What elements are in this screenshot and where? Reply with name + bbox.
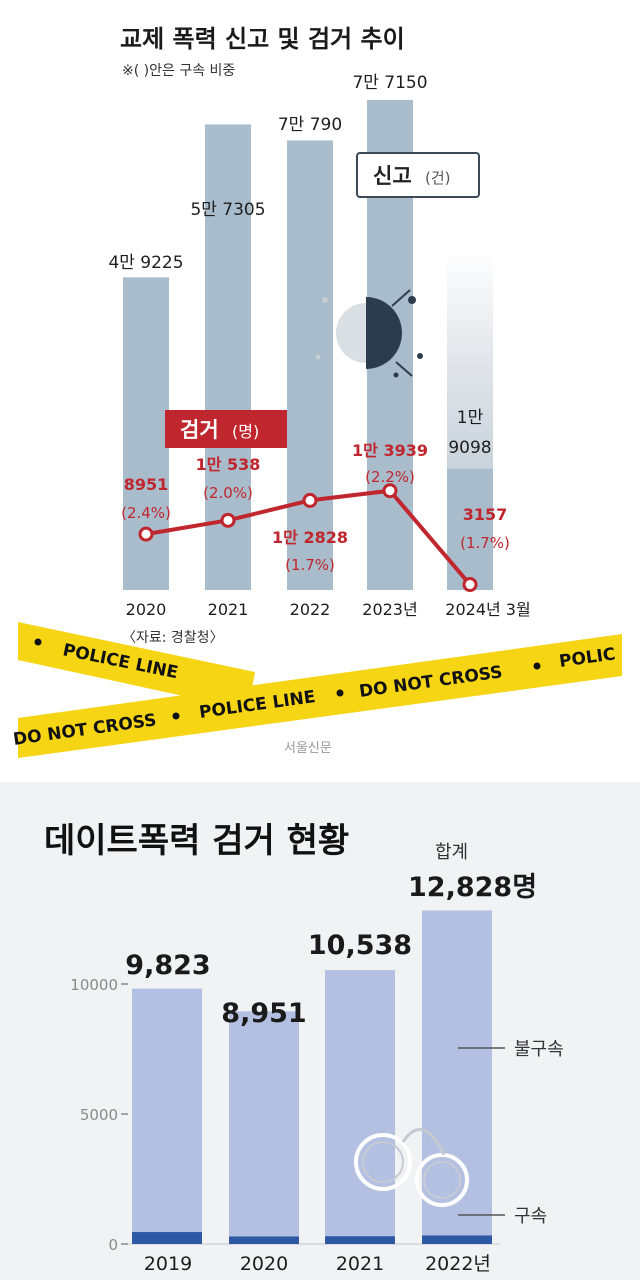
arrest-point — [462, 577, 478, 593]
arrest-pct-label: (1.7%) — [460, 534, 510, 552]
report-bar — [205, 124, 251, 591]
detained-bar — [132, 1232, 202, 1244]
x-tick-label: 2021 — [336, 1253, 384, 1275]
arrest-value-label: 3157 — [463, 505, 508, 524]
report-value-label: 1만 — [457, 408, 484, 428]
non-detained-bar — [422, 910, 492, 1236]
legend-report: 신고 (건) — [356, 152, 480, 198]
total-value-label: 10,538 — [308, 930, 412, 961]
x-tick-label: 2021 — [208, 600, 249, 619]
arrest-pct-label: (1.7%) — [285, 556, 335, 574]
chart2-total-caption: 합계 — [435, 842, 468, 863]
x-tick-label: 2019 — [144, 1253, 192, 1275]
legend-detained: 구속 — [458, 1206, 547, 1227]
legend-arrest-unit: (명) — [232, 422, 259, 441]
report-value-label: 9098 — [448, 438, 491, 458]
legend-report-box — [356, 152, 480, 198]
legend-arrest-label: 검거 — [180, 418, 219, 442]
y-tick-label: 5000 — [80, 1106, 118, 1124]
arrest-line — [138, 483, 478, 593]
legend-report-label: 신고 — [373, 164, 412, 188]
total-value-label: 8,951 — [221, 998, 306, 1029]
x-tick-label: 2023년 — [362, 600, 417, 619]
panel-divider — [0, 768, 640, 782]
report-value-label: 4만 9225 — [108, 253, 183, 273]
report-value-label: 7만 7150 — [352, 73, 427, 93]
arrest-pct-label: (2.0%) — [203, 484, 253, 502]
chart1-note: ※( )안은 구속 비중 — [122, 63, 235, 79]
x-tick-label: 2024년 3월 — [445, 600, 530, 619]
arrest-value-label: 1만 3939 — [352, 441, 428, 460]
legend-non-detained: 불구속 — [458, 1039, 564, 1060]
ink-splatter-icon — [315, 289, 423, 378]
arrest-point — [382, 483, 398, 499]
legend-arrest: 검거 (명) — [165, 410, 287, 448]
chart2-bars: 9,823 8,951 10,538 12,828명 2019 2020 2021 2022년 — [125, 872, 537, 1275]
arrest-value-label: 8951 — [124, 475, 169, 494]
chart1-labels: 4만 9225 5만 7305 7만 790 7만 7150 1만 9098 8951 (2.… — [108, 73, 530, 619]
arrest-pct-label: (2.2%) — [365, 468, 415, 486]
top-chart-svg: 교제 폭력 신고 및 검거 추이 ※( )안은 구속 비중 신고 (건) — [12, 25, 622, 758]
arrest-point — [138, 526, 154, 542]
arrest-point — [302, 492, 318, 508]
detained-bar — [229, 1236, 299, 1244]
detained-bar — [325, 1236, 395, 1244]
chart2-title: 데이트폭력 검거 현황 — [44, 821, 349, 861]
report-value-label: 7만 790 — [278, 115, 342, 135]
x-tick-label: 2020 — [240, 1253, 288, 1275]
detained-bar — [422, 1235, 492, 1244]
y-tick-label: 10000 — [70, 976, 118, 994]
report-bar — [287, 140, 333, 590]
top-chart-panel: 교제 폭력 신고 및 검거 추이 ※( )안은 구속 비중 신고 (건) — [11, 25, 622, 758]
y-tick-label: 0 — [108, 1236, 118, 1254]
total-value-label: 9,823 — [125, 950, 210, 981]
non-detained-bar — [132, 988, 202, 1233]
report-bar-fade — [447, 250, 493, 470]
chart1-source: 〈자료: 경찰청〉 — [122, 630, 224, 646]
report-bar — [447, 468, 493, 590]
legend-arrest-box — [165, 410, 287, 448]
arrest-value-label: 1만 2828 — [272, 528, 348, 547]
legend-detained-label: 구속 — [514, 1206, 547, 1227]
non-detained-bar — [229, 1011, 299, 1237]
legend-non-detained-label: 불구속 — [514, 1039, 564, 1060]
report-value-label: 5만 7305 — [190, 200, 265, 220]
total-value-label: 12,828명 — [408, 872, 537, 903]
x-tick-label: 2022년 — [425, 1253, 491, 1275]
x-tick-label: 2022 — [290, 600, 331, 619]
arrest-point — [220, 512, 236, 528]
x-tick-label: 2020 — [126, 600, 167, 619]
bottom-chart-svg: 데이트폭력 검거 현황 합계 0 5000 10000 9,823 8,951 10,5… — [44, 821, 564, 1275]
arrest-pct-label: (2.4%) — [121, 504, 171, 522]
legend-report-unit: (건) — [425, 169, 451, 187]
arrest-value-label: 1만 538 — [196, 455, 261, 474]
handcuffs-icon — [354, 1128, 469, 1207]
report-bar — [123, 277, 169, 590]
bottom-chart-panel: 데이트폭력 검거 현황 합계 0 5000 10000 9,823 8,951 10,5… — [0, 782, 640, 1280]
non-detained-bar — [325, 970, 395, 1237]
credit-logo: 서울신문 — [284, 741, 332, 756]
chart1-title: 교제 폭력 신고 및 검거 추이 — [120, 25, 405, 53]
